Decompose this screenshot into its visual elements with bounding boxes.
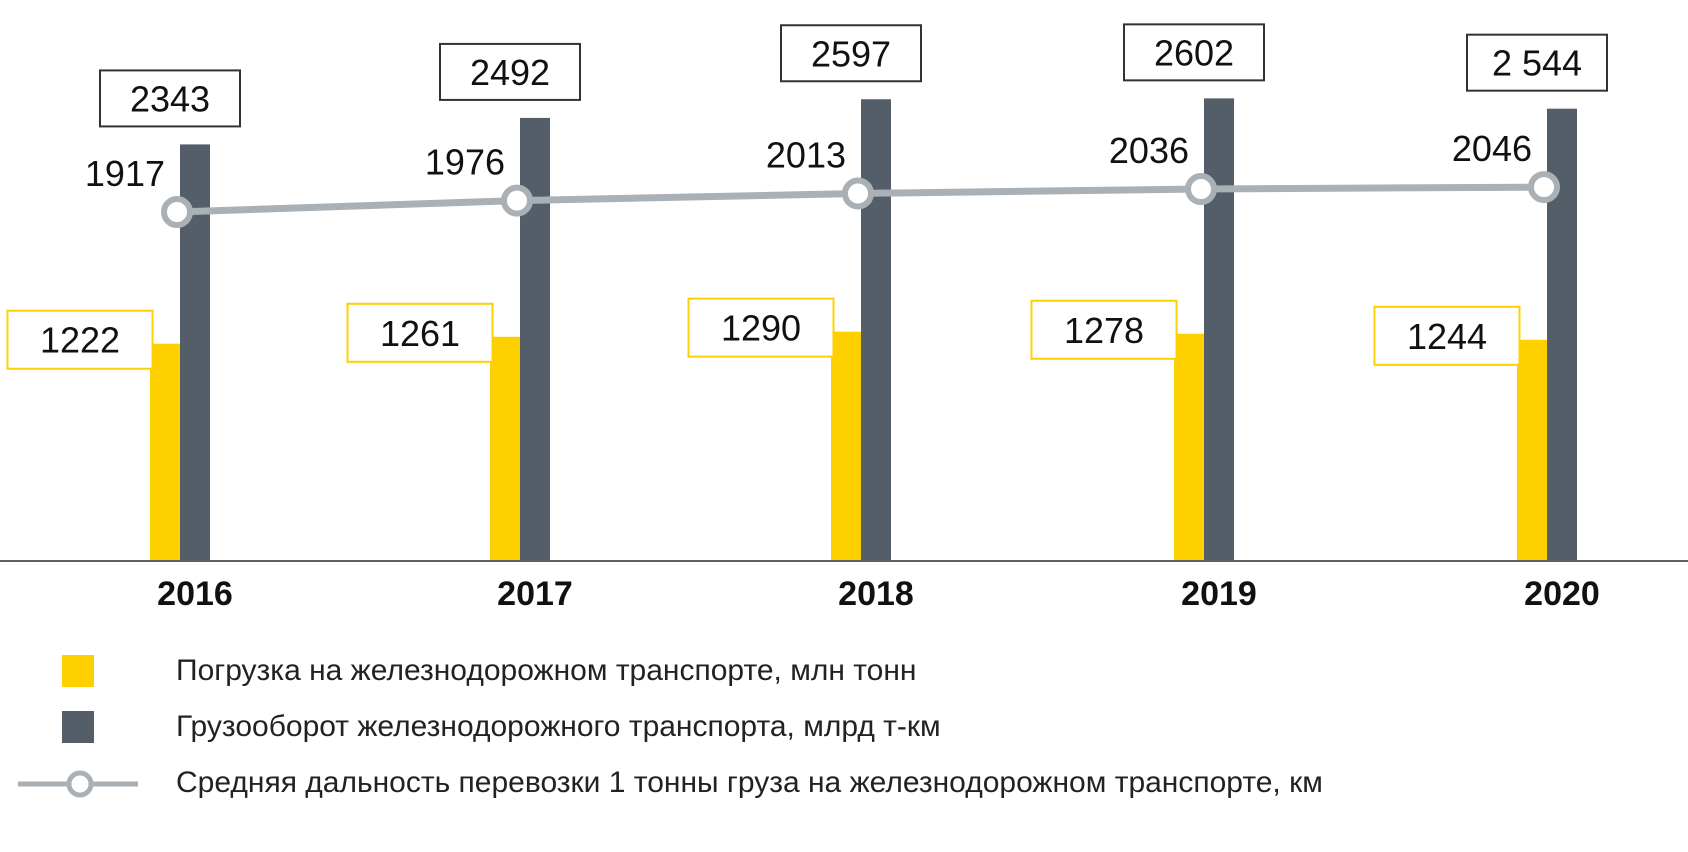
bar-label-loading-2018: 1290 [721,308,801,349]
bar-label-loading-2020-box [1373,305,1521,366]
line-label-2018: 2013 [766,134,846,175]
bar-label-loading-2018-box [687,297,835,358]
line-point-2017 [501,184,533,217]
x-tick-label-2019: 2019 [1181,575,1257,613]
line-label-2017: 1976 [425,142,505,183]
legend-label-distance: Средняя дальность перевозки 1 тонны груз… [176,766,1323,799]
line-series-layer [161,171,1560,228]
bar-label-loading-2017-box [346,302,494,363]
legend-line-circle-icon [18,770,138,798]
bar-label-turnover-2020-box [1466,33,1608,92]
line-label-2020: 2046 [1452,128,1532,169]
legend-item-distance: Средняя дальность перевозки 1 тонны груз… [0,764,1688,804]
legend-item-turnover: Грузооборот железнодорожного транспорта,… [0,708,1688,748]
bar-loading-2017 [490,336,520,561]
bar-label-loading-2020: 1244 [1407,316,1487,357]
bar-loading-2020 [1517,339,1547,561]
data-labels-layer: 1917 1976 2013 2036 2046 1222 1261 1290 1278 1244… [6,23,1608,370]
line-point-2018 [842,177,874,210]
bar-label-loading-2019: 1278 [1064,310,1144,351]
line-point-2020 [1528,171,1560,204]
line-point-2016 [161,196,193,228]
x-tick-labels: 2016 2017 2018 2019 2020 [157,575,1600,613]
bar-label-loading-2016-box [6,309,154,370]
bar-turnover-2019 [1204,98,1234,561]
bar-loading-2019 [1174,333,1204,561]
bar-label-turnover-2019-box [1123,23,1265,82]
bar-label-turnover-2019: 2602 [1154,32,1234,73]
x-tick-label-2018: 2018 [838,575,914,613]
line-label-2016: 1917 [85,153,165,194]
line-label-2019: 2036 [1109,130,1189,171]
x-tick-label-2016: 2016 [157,575,233,613]
bar-label-turnover-2018-box [780,24,922,83]
legend-swatch-dark [62,711,94,743]
chart: 2016 2017 2018 2019 2020 1917 1976 2013 2036 204… [0,23,1688,613]
x-tick-label-2020: 2020 [1524,575,1600,613]
bar-label-turnover-2016: 2343 [130,78,210,119]
bar-label-turnover-2018: 2597 [811,33,891,74]
line-point-2019 [1185,173,1217,206]
bar-label-turnover-2017-box [439,42,581,101]
bar-label-turnover-2020: 2 544 [1492,43,1582,84]
legend-item-loading: Погрузка на железнодорожном транспорте, … [0,652,1688,692]
legend-label-turnover: Грузооборот железнодорожного транспорта,… [176,710,941,743]
bar-label-loading-2016: 1222 [40,320,120,361]
legend-swatch-yellow [62,655,94,687]
bar-loading-2016 [150,343,180,561]
bar-label-turnover-2017: 2492 [470,52,550,93]
bar-loading-2018 [831,331,861,561]
bar-label-turnover-2016-box [99,69,241,128]
bar-label-loading-2017: 1261 [380,313,460,354]
legend-label-loading: Погрузка на железнодорожном транспорте, … [176,654,917,687]
bar-turnover-2017 [520,117,550,562]
bar-turnover-2018 [861,99,891,561]
bar-label-loading-2019-box [1030,299,1178,360]
x-tick-label-2017: 2017 [497,575,573,613]
